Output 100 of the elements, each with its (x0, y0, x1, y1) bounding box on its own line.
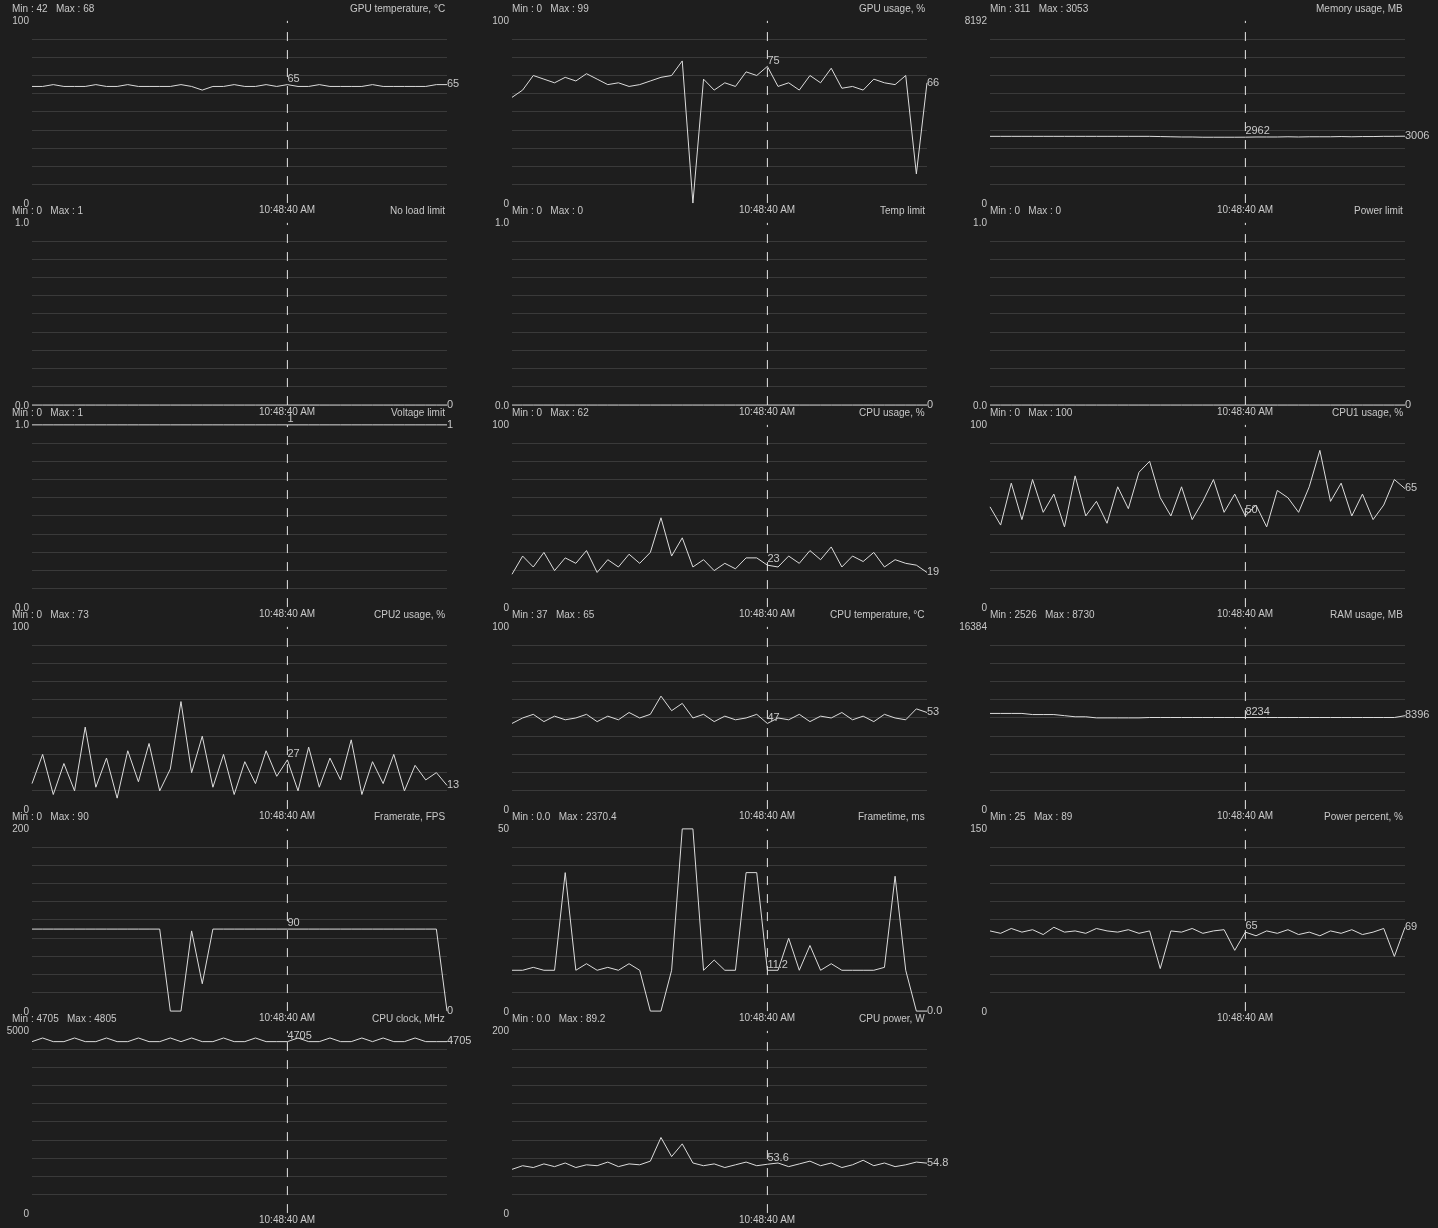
y-tick-label: 0 (503, 1005, 510, 1017)
text: 10:48:40 AM (259, 1012, 316, 1023)
y-tick-label: 150 (970, 823, 988, 835)
data-label: 75 (767, 53, 780, 66)
y-tick-label: 0.0 (973, 399, 988, 411)
data-label: 69 (1405, 920, 1418, 933)
chart-subtitle: Min : 0 Max : 62 (512, 407, 590, 418)
y-tick-label: 200 (12, 823, 30, 835)
data-label: 0 (447, 1003, 454, 1016)
text: 10:48:40 AM (739, 810, 796, 821)
chart-subtitle: Min : 25 Max : 89 (990, 811, 1073, 822)
y-tick-label: 0 (23, 1207, 30, 1219)
chart-title: CPU1 usage, % (1332, 407, 1404, 418)
y-tick-label: 1.0 (15, 217, 30, 229)
data-label: 0 (1405, 397, 1412, 410)
text: 10:48:40 AM (739, 608, 796, 619)
y-tick-label: 5000 (6, 1025, 30, 1037)
data-label: 90 (287, 916, 300, 929)
chart-title: CPU power, W (859, 1013, 926, 1024)
data-label: 2962 (1245, 124, 1270, 137)
chart-title: No load limit (390, 205, 446, 216)
y-tick-label: 50 (497, 823, 510, 835)
text: 10:48:40 AM (259, 1214, 316, 1225)
data-label: 0.0 (927, 1003, 943, 1016)
data-label: 53.6 (767, 1151, 789, 1164)
chart-title: Temp limit (880, 205, 926, 216)
data-label: 8234 (1245, 704, 1270, 717)
data-label: 65 (1405, 481, 1418, 494)
y-tick-label: 8192 (964, 15, 988, 27)
chart-title: Power percent, % (1324, 811, 1404, 822)
y-tick-label: 0 (503, 197, 510, 209)
y-tick-label: 1.0 (495, 217, 510, 229)
chart-title: Voltage limit (391, 407, 446, 418)
chart-title: Framerate, FPS (374, 811, 446, 822)
chart-title: Power limit (1354, 205, 1404, 216)
y-tick-label: 100 (12, 15, 30, 27)
chart-subtitle: Min : 37 Max : 65 (512, 609, 595, 620)
y-tick-label: 1.0 (973, 217, 988, 229)
y-tick-label: 16384 (959, 621, 988, 633)
y-tick-label: 1.0 (15, 419, 30, 431)
chart-title: Frametime, ms (858, 811, 925, 822)
chart-subtitle: Min : 0 Max : 0 (512, 205, 584, 216)
text: 10:48:40 AM (259, 608, 316, 619)
data-label: 4705 (287, 1028, 312, 1041)
text: 10:48:40 AM (739, 204, 796, 215)
data-label: 1 (447, 417, 454, 430)
y-tick-label: 100 (492, 419, 510, 431)
data-label: 53 (927, 705, 940, 718)
y-tick-label: 0 (503, 601, 510, 613)
data-label: 19 (927, 565, 940, 578)
chart-title: GPU usage, % (859, 3, 926, 14)
chart-subtitle: Min : 0.0 Max : 89.2 (512, 1013, 606, 1024)
chart-title: GPU temperature, °C (350, 3, 446, 14)
text: 10:48:40 AM (1217, 406, 1274, 417)
chart-title: Memory usage, MB (1316, 3, 1404, 14)
chart-title: CPU2 usage, % (374, 609, 446, 620)
chart-subtitle: Min : 42 Max : 68 (12, 3, 95, 14)
y-tick-label: 100 (12, 621, 30, 633)
text: 10:48:40 AM (739, 1214, 796, 1225)
y-tick-label: 100 (970, 419, 988, 431)
y-tick-label: 0 (981, 1005, 988, 1017)
data-label: 65 (1245, 919, 1258, 932)
y-tick-label: 0 (503, 803, 510, 815)
data-label: 3006 (1405, 128, 1430, 141)
y-tick-label: 200 (492, 1025, 510, 1037)
data-label: 13 (447, 778, 460, 791)
data-label: 0 (927, 397, 934, 410)
data-label: 0 (447, 397, 454, 410)
chart-subtitle: Min : 2526 Max : 8730 (990, 609, 1095, 620)
y-tick-label: 100 (492, 621, 510, 633)
y-tick-label: 0 (981, 601, 988, 613)
chart-subtitle: Min : 0 Max : 73 (12, 609, 90, 620)
data-label: 65 (287, 71, 300, 84)
chart-title: CPU clock, MHz (372, 1013, 445, 1024)
text: 10:48:40 AM (739, 1012, 796, 1023)
text: 10:48:40 AM (1217, 204, 1274, 215)
chart-title: CPU temperature, °C (830, 609, 925, 620)
y-tick-label: 0 (981, 197, 988, 209)
data-label: 4705 (447, 1034, 472, 1047)
text: 10:48:40 AM (1217, 608, 1274, 619)
text: 10:48:40 AM (259, 810, 316, 821)
chart-title: RAM usage, MB (1330, 609, 1404, 620)
chart-subtitle: Min : 0 Max : 99 (512, 3, 590, 14)
data-label: 8396 (1405, 708, 1430, 721)
data-label: 27 (287, 747, 300, 760)
y-tick-label: 0 (503, 1207, 510, 1219)
text: 10:48:40 AM (1217, 810, 1274, 821)
data-label: 54.8 (927, 1155, 949, 1168)
data-label: 23 (767, 552, 780, 565)
chart-subtitle: Min : 0 Max : 0 (990, 205, 1062, 216)
chart-title: CPU usage, % (859, 407, 925, 418)
data-label: 66 (927, 75, 940, 88)
text: 10:48:40 AM (259, 204, 316, 215)
y-tick-label: 0 (981, 803, 988, 815)
y-tick-label: 0.0 (495, 399, 510, 411)
chart-subtitle: Min : 0 Max : 100 (990, 407, 1073, 418)
data-label: 65 (447, 77, 460, 90)
text: 10:48:40 AM (739, 406, 796, 417)
chart-subtitle: Min : 311 Max : 3053 (990, 3, 1089, 14)
chart-subtitle: Min : 0.0 Max : 2370.4 (512, 811, 617, 822)
